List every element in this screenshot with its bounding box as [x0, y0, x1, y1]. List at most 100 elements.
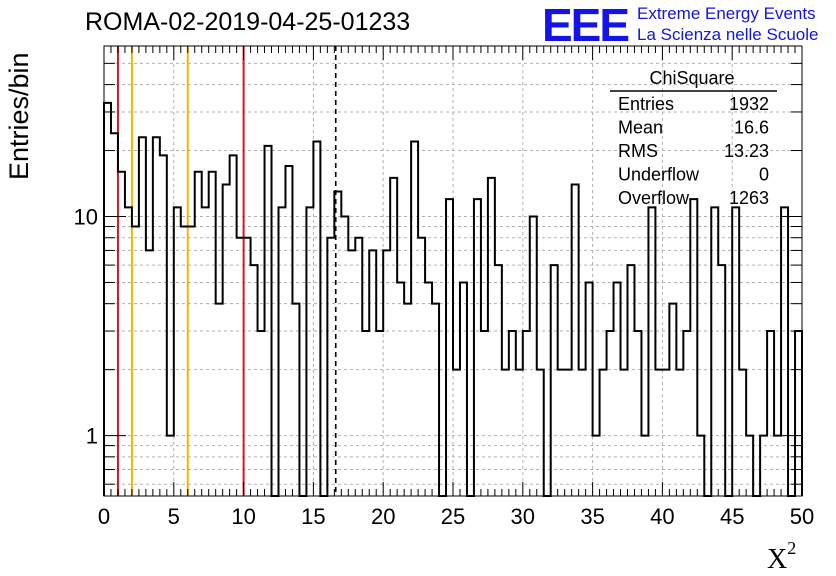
histogram-bar [488, 178, 495, 496]
histogram-outline [103, 101, 803, 497]
histogram-bar [258, 331, 265, 496]
x-tick-label: 30 [511, 504, 535, 529]
histogram-bar [383, 250, 390, 496]
histogram-bar [774, 436, 781, 496]
histogram-bar [586, 282, 593, 496]
histogram-bar [160, 155, 167, 496]
histogram-bar [474, 199, 481, 496]
histogram-bars [103, 101, 803, 497]
histogram-bar [676, 370, 683, 496]
histogram-bar [341, 216, 348, 496]
stats-row-label: Overflow [618, 188, 690, 208]
stats-row-value: 13.23 [724, 141, 769, 161]
histogram-bar [446, 199, 453, 496]
histogram-bar [767, 331, 774, 496]
histogram-bar [425, 282, 432, 496]
histogram-bar [146, 250, 153, 496]
histogram-bar [739, 370, 746, 496]
stats-row-label: Underflow [618, 165, 700, 185]
histogram-bar [600, 370, 607, 496]
run-title: ROMA-02-2019-04-25-01233 [85, 8, 411, 36]
histogram-bar [669, 304, 676, 496]
histogram-bar [132, 227, 139, 496]
stats-row-label: RMS [618, 141, 658, 161]
histogram-bar [362, 331, 369, 496]
histogram-bar [404, 304, 411, 496]
histogram-bar [551, 265, 558, 496]
stats-row-label: Mean [618, 118, 663, 138]
histogram-bar [432, 304, 439, 496]
histogram-bar [369, 250, 376, 496]
histogram-bar [565, 370, 572, 496]
histogram-bar [397, 282, 404, 496]
histogram-bar [614, 282, 621, 496]
histogram-bar [223, 184, 230, 496]
histogram-bar [216, 304, 223, 496]
histogram-bar [265, 146, 272, 496]
histogram-bar [662, 370, 669, 496]
stats-title: ChiSquare [649, 68, 734, 88]
stats-row-value: 1263 [729, 188, 769, 208]
histogram-bar [683, 331, 690, 496]
histogram-bar [153, 137, 160, 496]
histogram-bar [195, 172, 202, 496]
x-axis-label-main: X [767, 544, 788, 575]
x-axis-label: X2 [767, 538, 796, 576]
stats-row-value: 16.6 [734, 118, 769, 138]
histogram-bar [111, 133, 118, 496]
x-tick-label: 45 [720, 504, 744, 529]
histogram-bar [572, 184, 579, 496]
histogram-bar [621, 370, 628, 496]
histogram-bar [523, 331, 530, 496]
histogram-bar [697, 436, 704, 496]
histogram-bar [167, 436, 174, 496]
eee-logo: EEE [542, 0, 630, 51]
histogram-bar [411, 141, 418, 496]
histogram-bar [460, 282, 467, 496]
histogram-bar [795, 331, 802, 496]
histogram-bar [376, 331, 383, 496]
x-tick-label: 40 [650, 504, 674, 529]
histogram-bar [139, 137, 146, 496]
y-tick-label: 1 [86, 424, 98, 449]
stats-row-value: 0 [759, 165, 769, 185]
histogram-bar [390, 178, 397, 496]
histogram-bar [537, 370, 544, 496]
stats-row-value: 1932 [729, 94, 769, 114]
x-tick-label: 25 [441, 504, 465, 529]
histogram-bar [760, 436, 767, 496]
histogram-bar [251, 265, 258, 496]
histogram-bar [579, 370, 586, 496]
histogram-bar [655, 370, 662, 496]
x-axis-label-sup: 2 [787, 538, 797, 558]
plot-frame [103, 45, 803, 497]
x-tick-label: 5 [168, 504, 180, 529]
x-tick-label: 15 [301, 504, 325, 529]
histogram-bar [313, 141, 320, 496]
histogram-bar [641, 436, 648, 496]
histogram-bar [481, 331, 488, 496]
histogram-bar [348, 250, 355, 496]
x-tick-label: 35 [580, 504, 604, 529]
x-axis-ticks: 0 5 10 15 20 25 30 35 40 45 50 [98, 46, 814, 529]
histogram-bar [530, 216, 537, 496]
eee-logo-line2: La Scienza nelle Scuole [637, 25, 819, 44]
histogram-bar [593, 436, 600, 496]
histogram-bar [209, 172, 216, 496]
x-tick-label: 20 [371, 504, 395, 529]
x-tick-label: 50 [790, 504, 814, 529]
histogram-bar [558, 370, 565, 496]
histogram-bar [292, 304, 299, 496]
histogram-bar [104, 103, 111, 496]
histogram-bar [118, 172, 125, 496]
histogram-bar [509, 331, 516, 496]
histogram-bar [502, 370, 509, 496]
histogram-bar [628, 265, 635, 496]
y-axis-label: Entries/bin [4, 52, 34, 180]
histogram-bar [230, 155, 237, 496]
histogram-bar [181, 227, 188, 496]
x-tick-label: 10 [231, 504, 255, 529]
histogram-bar [516, 370, 523, 496]
stats-row-label: Entries [618, 94, 674, 114]
